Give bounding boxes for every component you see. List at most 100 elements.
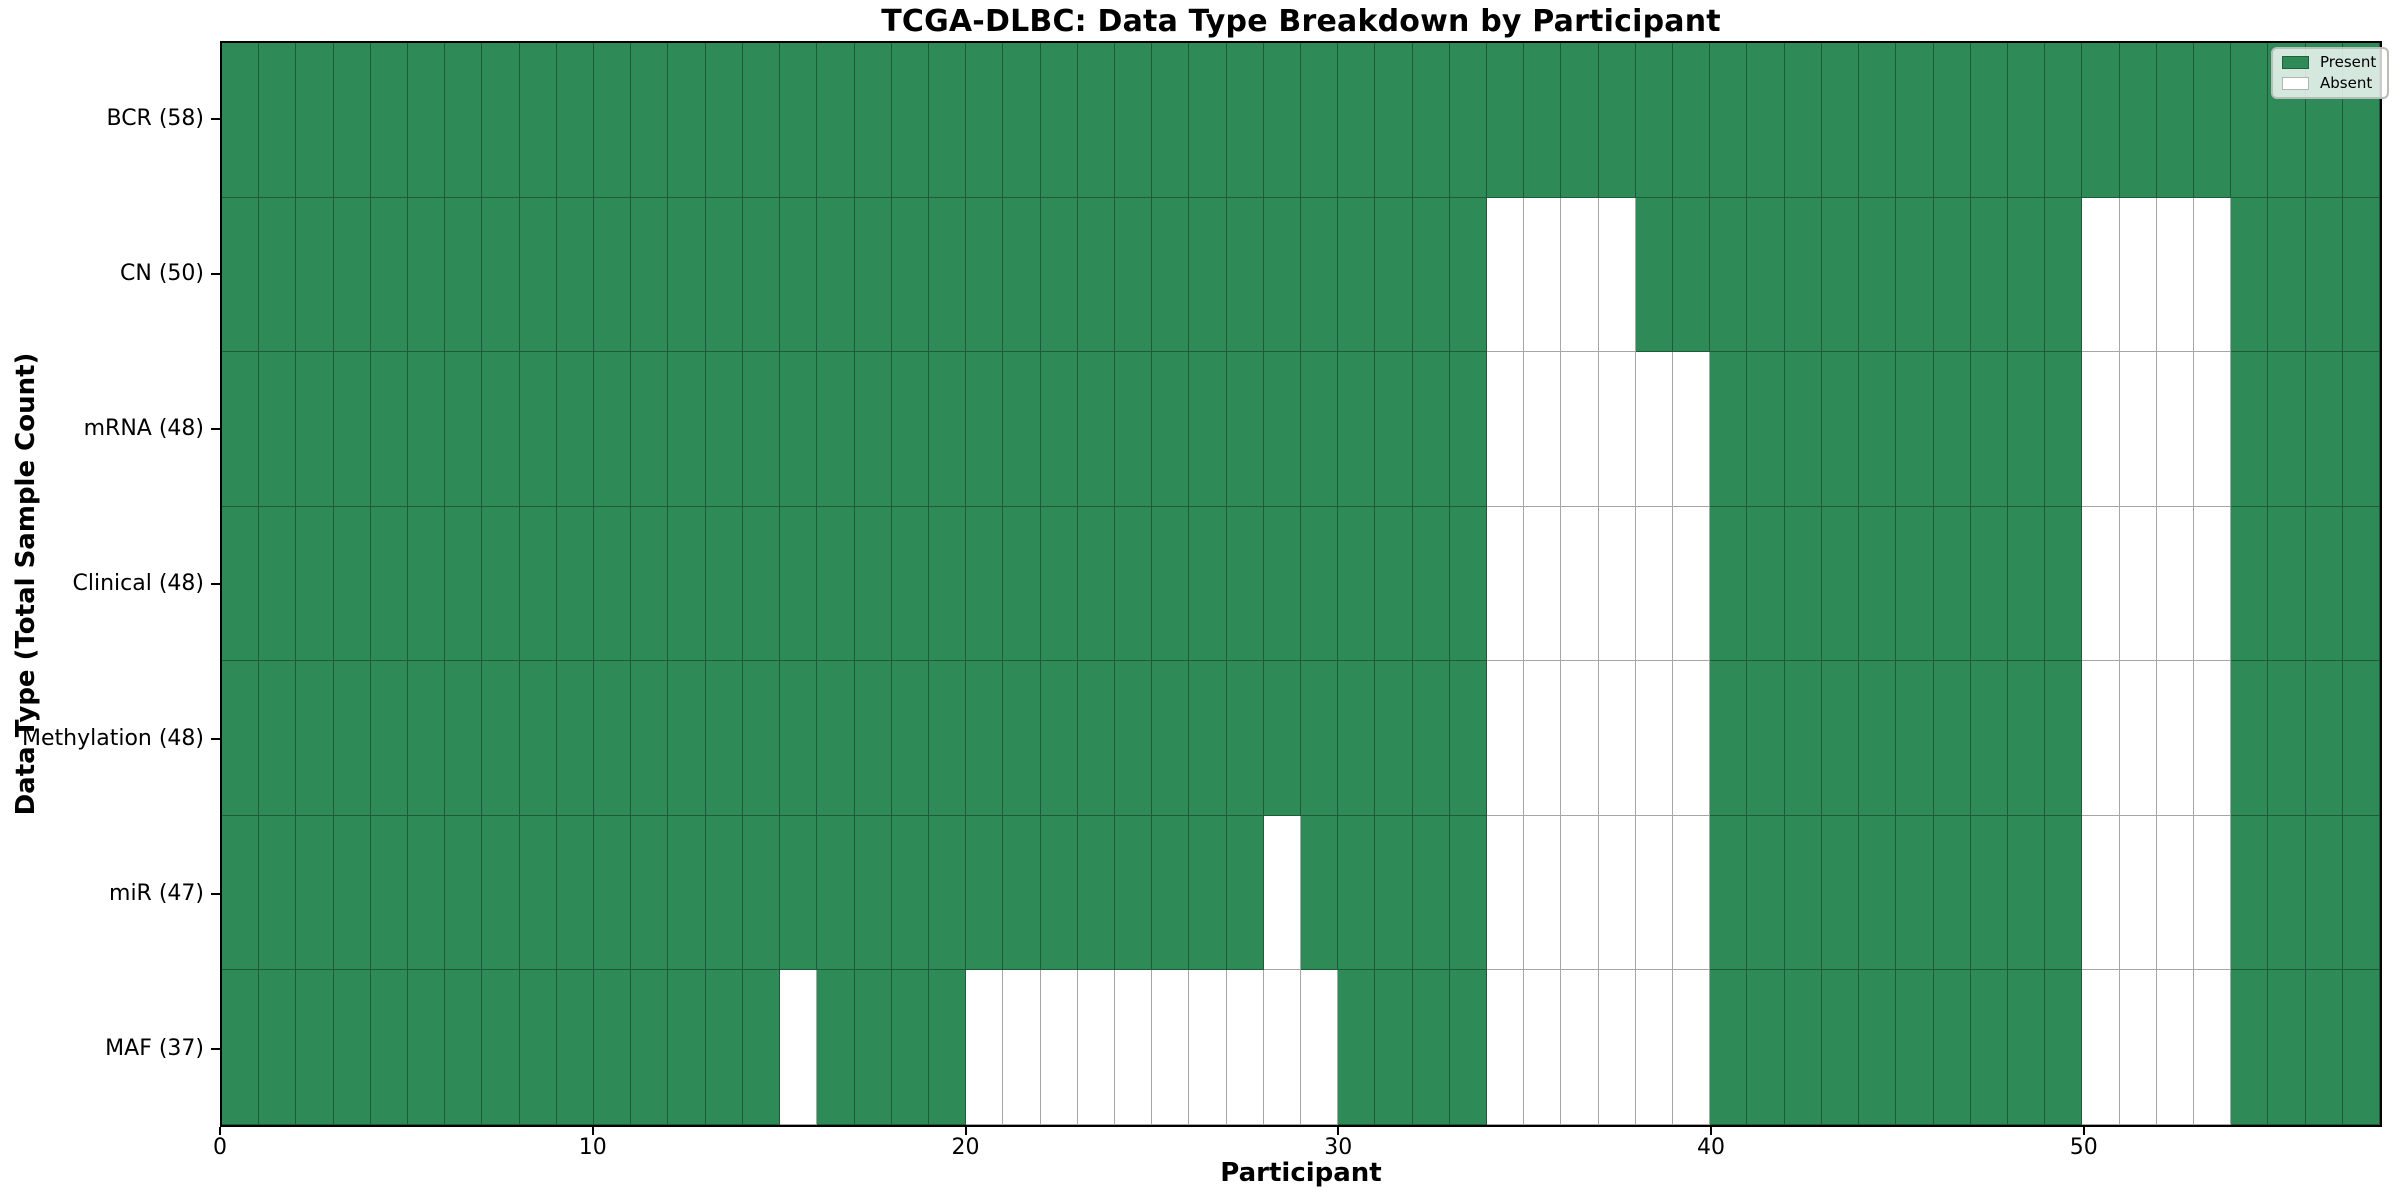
heatmap-cell bbox=[2305, 815, 2343, 971]
heatmap-cell bbox=[556, 661, 595, 816]
heatmap-cell bbox=[1561, 197, 1599, 353]
heatmap-cell bbox=[482, 197, 520, 353]
heatmap-cell bbox=[1784, 970, 1822, 1125]
heatmap-cell bbox=[1449, 970, 1488, 1125]
heatmap-cell bbox=[742, 970, 781, 1125]
heatmap-cell bbox=[1747, 197, 1785, 353]
heatmap-cell bbox=[1821, 197, 1860, 353]
heatmap-cell bbox=[2007, 970, 2046, 1125]
heatmap-cell bbox=[705, 197, 743, 353]
heatmap-cell bbox=[1003, 352, 1041, 507]
heatmap-cell bbox=[259, 352, 297, 507]
heatmap-cell bbox=[445, 506, 483, 662]
legend-label: Absent bbox=[2320, 74, 2373, 92]
heatmap-cell bbox=[2045, 506, 2083, 662]
heatmap-cell bbox=[2082, 506, 2120, 662]
heatmap-cell bbox=[1003, 970, 1041, 1125]
heatmap-cell bbox=[1040, 43, 1078, 198]
heatmap-cell bbox=[631, 197, 669, 353]
heatmap-cell bbox=[2231, 506, 2269, 662]
heatmap-cell bbox=[519, 970, 557, 1125]
legend-entry-present: Present bbox=[2282, 55, 2376, 70]
heatmap-cell bbox=[519, 661, 557, 816]
heatmap-cell bbox=[742, 661, 781, 816]
heatmap-cell bbox=[1747, 815, 1785, 971]
x-axis-tick bbox=[2082, 1127, 2085, 1135]
heatmap-cell bbox=[1859, 197, 1897, 353]
heatmap-cell bbox=[966, 970, 1004, 1125]
heatmap-cell bbox=[1301, 661, 1339, 816]
heatmap-cell bbox=[928, 661, 967, 816]
heatmap-cell bbox=[1263, 352, 1301, 507]
heatmap-cell bbox=[1524, 352, 1562, 507]
heatmap-cell bbox=[1003, 197, 1041, 353]
heatmap-cell bbox=[1561, 970, 1599, 1125]
heatmap-cell bbox=[854, 815, 892, 971]
heatmap-cell bbox=[2193, 506, 2232, 662]
heatmap-cell bbox=[1859, 661, 1897, 816]
heatmap-cell bbox=[891, 197, 929, 353]
chart-title: TCGA-DLBC: Data Type Breakdown by Partic… bbox=[881, 4, 1721, 39]
heatmap-cell bbox=[1152, 352, 1190, 507]
heatmap-cell bbox=[594, 43, 632, 198]
heatmap-cell bbox=[1077, 661, 1115, 816]
heatmap-cell bbox=[333, 970, 371, 1125]
heatmap-cell bbox=[2156, 197, 2194, 353]
heatmap-cell bbox=[1747, 43, 1785, 198]
heatmap-cell bbox=[1375, 970, 1413, 1125]
heatmap-cell bbox=[854, 43, 892, 198]
heatmap-cell bbox=[742, 815, 781, 971]
heatmap-cell bbox=[1859, 815, 1897, 971]
heatmap-cell bbox=[1338, 970, 1376, 1125]
heatmap-cell bbox=[296, 197, 334, 353]
heatmap-cell bbox=[928, 197, 967, 353]
heatmap-cell bbox=[1152, 506, 1190, 662]
heatmap-cell bbox=[2193, 197, 2232, 353]
heatmap-cell bbox=[1896, 970, 1934, 1125]
heatmap-cell bbox=[705, 43, 743, 198]
heatmap-cell bbox=[2342, 970, 2380, 1125]
heatmap-cell bbox=[1821, 43, 1860, 198]
heatmap-cell bbox=[1412, 197, 1450, 353]
heatmap-cell bbox=[1673, 352, 1711, 507]
heatmap-cell bbox=[556, 352, 595, 507]
heatmap-cell bbox=[1301, 970, 1339, 1125]
heatmap-cell bbox=[966, 43, 1004, 198]
heatmap-cell bbox=[1449, 197, 1488, 353]
y-tick-label-clinical: Clinical (48) bbox=[72, 570, 204, 596]
heatmap-cell bbox=[1375, 815, 1413, 971]
heatmap-cell bbox=[1226, 506, 1264, 662]
heatmap-cell bbox=[1487, 197, 1525, 353]
heatmap-cell bbox=[1449, 352, 1488, 507]
heatmap-cell bbox=[594, 815, 632, 971]
heatmap-cell bbox=[1114, 661, 1153, 816]
heatmap-cell bbox=[817, 197, 855, 353]
heatmap-cell bbox=[1561, 661, 1599, 816]
heatmap-cell bbox=[1896, 661, 1934, 816]
heatmap-cell bbox=[222, 970, 260, 1125]
present-swatch-icon bbox=[2282, 56, 2309, 69]
heatmap-cell bbox=[1747, 506, 1785, 662]
x-axis-tick bbox=[1337, 1127, 1340, 1135]
x-axis-tick-label: 0 bbox=[213, 1135, 227, 1160]
heatmap-cell bbox=[556, 197, 595, 353]
heatmap-cell bbox=[2082, 661, 2120, 816]
heatmap-cell bbox=[445, 661, 483, 816]
heatmap-cell bbox=[817, 506, 855, 662]
heatmap-cell bbox=[2007, 352, 2046, 507]
heatmap-cell bbox=[631, 352, 669, 507]
heatmap-cell bbox=[482, 661, 520, 816]
y-tick-label-cn: CN (50) bbox=[120, 260, 204, 286]
heatmap-cell bbox=[2119, 352, 2157, 507]
heatmap-cell bbox=[370, 506, 409, 662]
heatmap-cell bbox=[482, 43, 520, 198]
heatmap-cell bbox=[1412, 661, 1450, 816]
heatmap-cell bbox=[1114, 352, 1153, 507]
heatmap-cell bbox=[1487, 661, 1525, 816]
heatmap-cell bbox=[408, 815, 446, 971]
y-tick-label-methylation: Methylation (48) bbox=[22, 726, 204, 752]
heatmap-cell bbox=[1970, 661, 2008, 816]
heatmap-cell bbox=[1040, 506, 1078, 662]
heatmap-cell bbox=[1598, 815, 1636, 971]
